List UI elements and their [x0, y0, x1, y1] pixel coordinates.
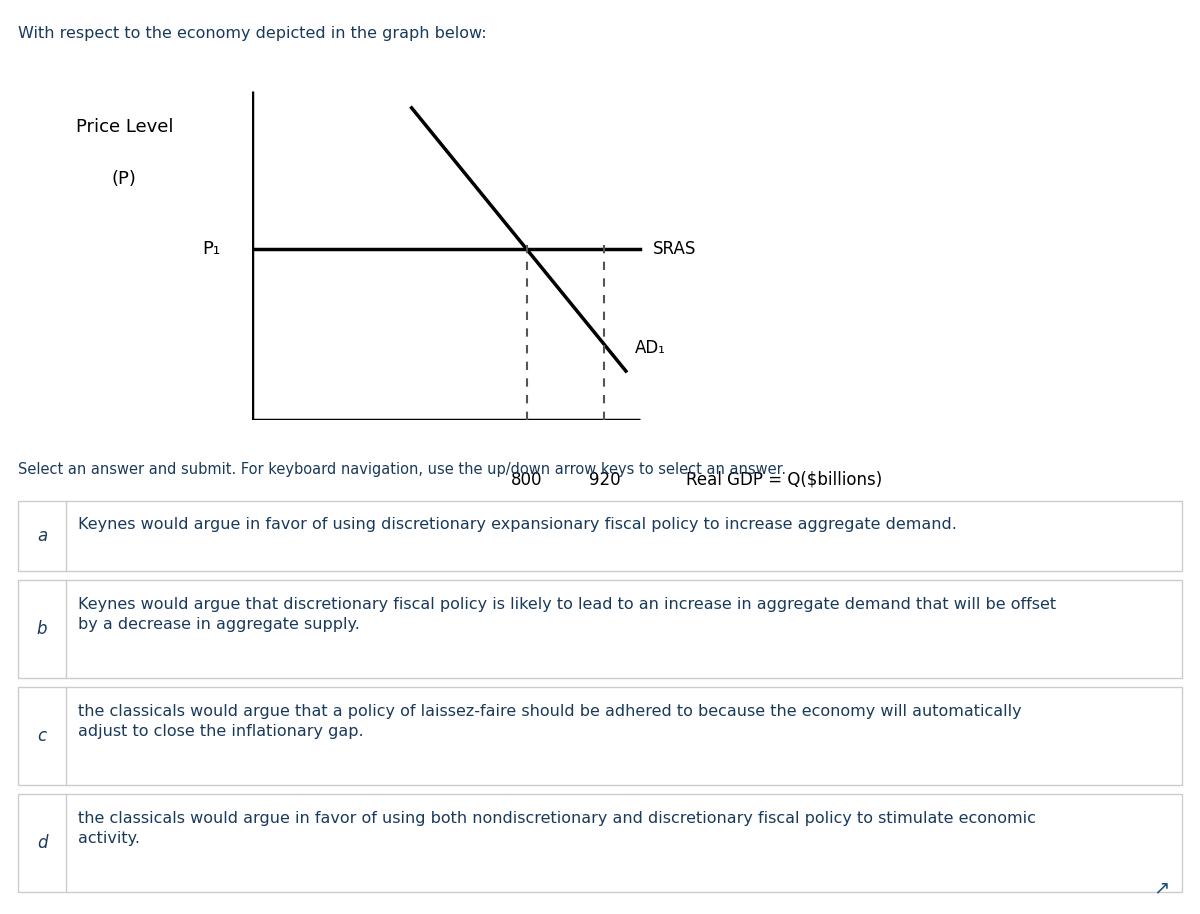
Text: 800: 800	[511, 471, 542, 489]
Text: c: c	[37, 728, 47, 745]
Text: Real GDP = Q($billions): Real GDP = Q($billions)	[686, 471, 883, 489]
Text: adjust to close the inflationary gap.: adjust to close the inflationary gap.	[78, 724, 364, 739]
Text: P₁: P₁	[202, 240, 220, 259]
Text: 920: 920	[588, 471, 620, 489]
Text: activity.: activity.	[78, 831, 140, 845]
Text: ↗: ↗	[1153, 878, 1170, 898]
Text: Price Level: Price Level	[76, 118, 173, 135]
Text: Select an answer and submit. For keyboard navigation, use the up/down arrow keys: Select an answer and submit. For keyboar…	[18, 462, 786, 476]
Text: a: a	[37, 527, 47, 545]
Text: With respect to the economy depicted in the graph below:: With respect to the economy depicted in …	[18, 26, 487, 40]
Text: the classicals would argue in favor of using both nondiscretionary and discretio: the classicals would argue in favor of u…	[78, 811, 1036, 825]
Text: by a decrease in aggregate supply.: by a decrease in aggregate supply.	[78, 617, 360, 632]
Text: Keynes would argue in favor of using discretionary expansionary fiscal policy to: Keynes would argue in favor of using dis…	[78, 517, 956, 532]
Text: SRAS: SRAS	[653, 240, 697, 259]
Text: the classicals would argue that a policy of laissez-faire should be adhered to b: the classicals would argue that a policy…	[78, 704, 1021, 718]
Text: Keynes would argue that discretionary fiscal policy is likely to lead to an incr: Keynes would argue that discretionary fi…	[78, 597, 1056, 611]
Text: (P): (P)	[112, 170, 137, 188]
Text: d: d	[37, 834, 47, 852]
Text: AD₁: AD₁	[635, 339, 666, 357]
Text: b: b	[37, 621, 47, 638]
